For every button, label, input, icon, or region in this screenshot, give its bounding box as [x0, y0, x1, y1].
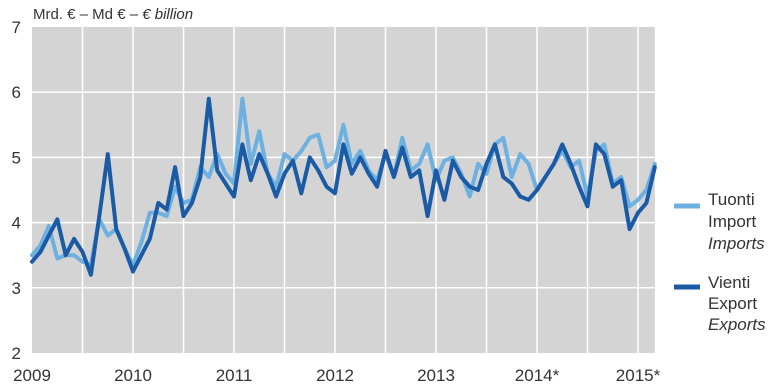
legend-label-exports-line3: Exports — [708, 315, 766, 334]
y-tick-label: 4 — [12, 214, 21, 233]
legend-label-imports-line3: Imports — [708, 234, 765, 253]
unit-label-english: € billion — [142, 6, 193, 23]
series-line-exports — [30, 96, 657, 277]
y-axis: 2 3 4 5 6 7 — [12, 18, 21, 363]
y-tick-label: 2 — [12, 344, 21, 363]
legend: Tuonti Import Imports Vienti Export Expo… — [674, 190, 766, 334]
x-tick-label: 2011 — [216, 366, 253, 385]
legend-label-exports-line2: Export — [708, 294, 757, 313]
x-tick-label: 2010 — [114, 366, 152, 385]
x-axis: 2009 2010 2011 2012 2013 2014* 2015* — [13, 366, 661, 385]
legend-item-exports: Vienti Export Exports — [674, 273, 766, 334]
y-axis-unit-label: Mrd. € – Md € – € billion — [33, 6, 193, 23]
x-tick-label: 2015* — [616, 366, 661, 385]
x-tick-label: 2014* — [515, 366, 560, 385]
plot-background — [32, 27, 655, 353]
x-tick-label: 2009 — [13, 366, 51, 385]
plot-area — [32, 27, 655, 353]
y-tick-label: 7 — [12, 18, 21, 37]
series-lines — [30, 96, 657, 277]
y-tick-label: 5 — [12, 148, 21, 167]
unit-label-main: Mrd. € – Md € – — [33, 6, 139, 23]
legend-label-exports-line1: Vienti — [708, 273, 750, 292]
x-tick-label: 2012 — [316, 366, 354, 385]
legend-label-imports-line2: Import — [708, 212, 756, 231]
legend-label-imports-line1: Tuonti — [708, 190, 755, 209]
y-tick-label: 6 — [12, 83, 21, 102]
x-tick-label: 2013 — [417, 366, 455, 385]
y-tick-label: 3 — [12, 279, 21, 298]
legend-item-imports: Tuonti Import Imports — [674, 190, 765, 253]
